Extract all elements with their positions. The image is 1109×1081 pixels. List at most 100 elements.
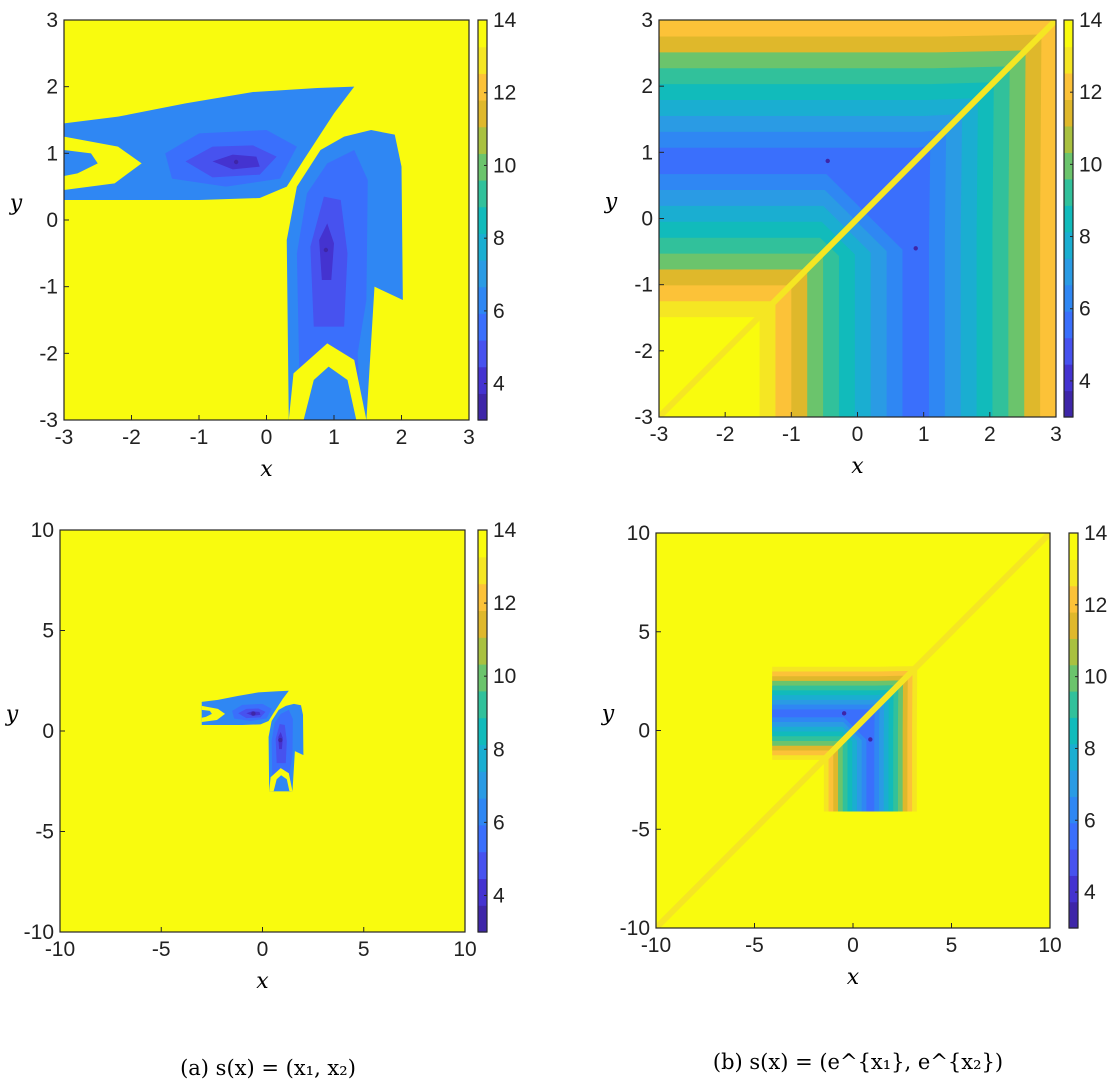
colorbar-tick-label: 14 — [1079, 9, 1103, 32]
colorbar-segment — [1069, 875, 1078, 903]
colorbar-segment — [1069, 638, 1078, 666]
colorbar-tick-label: 4 — [493, 373, 505, 396]
colorbar-segment — [1069, 585, 1078, 613]
y-tick-label: -3 — [39, 409, 58, 432]
colorbar-segment — [1064, 311, 1073, 339]
colorbar-tick-label: 4 — [493, 884, 505, 907]
x-tick-label: 1 — [918, 423, 930, 446]
colorbar-tick-label: 12 — [493, 592, 516, 615]
y-tick-label: -10 — [24, 921, 54, 944]
colorbar-segment — [1064, 205, 1073, 233]
y-tick-label: 2 — [46, 76, 58, 99]
y-tick-label: 1 — [641, 141, 653, 164]
colorbar-tick-label: 4 — [1084, 881, 1096, 904]
contour-region-4 — [64, 136, 142, 190]
x-tick-label: 0 — [257, 938, 269, 961]
y-tick-label: 1 — [46, 142, 58, 165]
colorbar-segment — [1064, 284, 1073, 312]
colorbar-segment — [478, 286, 487, 314]
colorbar-tick-label: 8 — [1084, 737, 1096, 760]
x-tick-label: -1 — [782, 423, 801, 446]
x-axis-label: x — [847, 965, 860, 990]
colorbar-segment — [1064, 258, 1073, 286]
colorbar-segment — [478, 100, 487, 128]
y-tick-label: -3 — [634, 406, 653, 429]
y-axis-label: y — [601, 702, 615, 727]
y-tick-label: 5 — [42, 620, 54, 643]
plot-area — [659, 20, 1056, 417]
x-tick-label: 10 — [1038, 934, 1061, 957]
minimum-marker-1 — [278, 737, 283, 743]
colorbar-tick-label: 14 — [493, 519, 517, 542]
colorbar-tick-label: 14 — [1084, 522, 1108, 545]
x-tick-label: 3 — [1050, 423, 1062, 446]
colorbar-tick-label: 6 — [1084, 809, 1096, 832]
y-tick-label: 3 — [641, 9, 653, 32]
x-tick-label: -10 — [45, 938, 75, 961]
colorbar-tick-label: 8 — [1079, 226, 1091, 249]
colorbar-segment — [478, 530, 487, 558]
colorbar-segment — [1069, 743, 1078, 771]
colorbar-frame — [477, 529, 488, 933]
x-tick-label: -5 — [152, 938, 171, 961]
background-level — [64, 20, 469, 420]
panel-a-bottom: -10 -5 0 5 10 -10 -5 0 5 10 x y 4 6 8 10 12 14 — [5, 519, 517, 994]
colorbar-segment — [478, 340, 487, 368]
colorbar-segment — [1069, 822, 1078, 850]
colorbar-tick-label: 6 — [1079, 298, 1091, 321]
minimum-marker-1 — [913, 246, 918, 251]
colorbar-segment — [1069, 849, 1078, 876]
colorbar-segment — [478, 206, 487, 234]
y-axis-label: y — [604, 190, 618, 215]
contour-region-11 — [303, 366, 357, 420]
colorbar-segment — [478, 824, 487, 853]
colorbar-segment — [478, 233, 487, 261]
x-axis-label: x — [256, 969, 269, 994]
colorbar-segment — [1064, 364, 1073, 392]
caption-b: (b) s(x) = (e^{x₁}, e^{x₂}) — [713, 1050, 1003, 1074]
colorbar-segment — [1069, 559, 1078, 587]
x-tick-label: 2 — [396, 426, 408, 449]
y-axis-label: y — [5, 702, 19, 727]
colorbar-segment — [478, 73, 487, 101]
colorbar-segment — [478, 905, 487, 933]
colorbar-tick-label: 4 — [1079, 370, 1091, 393]
x-tick-label: 10 — [453, 938, 476, 961]
colorbar-segment — [478, 260, 487, 288]
y-tick-label: 10 — [31, 519, 54, 542]
background-level — [60, 530, 465, 932]
x-tick-label: -5 — [745, 934, 764, 957]
diagonal-ridge — [659, 20, 1056, 417]
x-tick-label: -2 — [716, 423, 735, 446]
y-tick-label: -5 — [631, 818, 650, 841]
colorbar-segment — [1064, 46, 1073, 74]
colorbar-segment — [478, 366, 487, 394]
x-tick-label: 0 — [847, 934, 859, 957]
x-tick-label: 3 — [463, 426, 475, 449]
x-tick-label: 2 — [984, 423, 996, 446]
y-tick-label: 5 — [638, 621, 650, 644]
y-tick-label: 10 — [627, 522, 650, 545]
colorbar-segment — [478, 313, 487, 341]
colorbar-tick-label: 10 — [1079, 153, 1102, 176]
colorbar-tick-label: 10 — [493, 665, 516, 688]
colorbar-tick-label: 8 — [493, 227, 505, 250]
contour-region-5 — [201, 709, 212, 718]
colorbar-segment — [478, 690, 487, 719]
plot-area — [60, 530, 465, 932]
colorbar-segment — [478, 637, 487, 665]
colorbar-tick-label: 12 — [1084, 594, 1107, 617]
y-tick-label: -10 — [620, 917, 650, 940]
y-tick-label: 2 — [641, 75, 653, 98]
colorbar-segment — [1064, 99, 1073, 127]
diagonal-ridge — [656, 533, 1050, 928]
colorbar-frame — [1063, 19, 1074, 418]
minimum-marker-0 — [233, 159, 239, 165]
colorbar-segment — [478, 878, 487, 906]
colorbar-segment — [1064, 231, 1073, 259]
colorbar-tick-label: 12 — [493, 82, 516, 105]
colorbar-segment — [1064, 20, 1073, 48]
x-axis-label: x — [260, 457, 273, 482]
